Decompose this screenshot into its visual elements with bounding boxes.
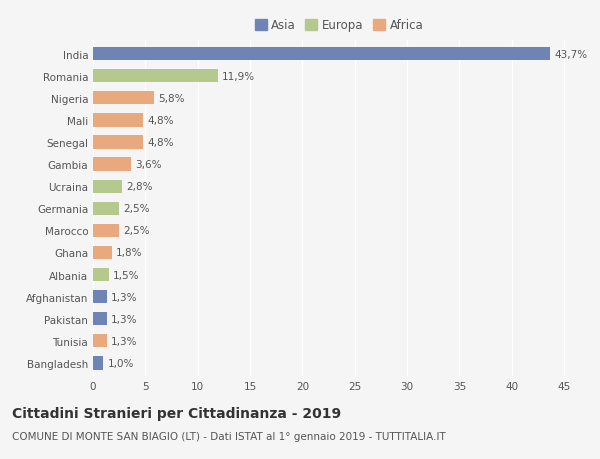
Text: 2,5%: 2,5% bbox=[124, 204, 150, 214]
Bar bbox=[93, 202, 119, 215]
Text: 2,5%: 2,5% bbox=[124, 226, 150, 236]
Text: 1,3%: 1,3% bbox=[111, 292, 137, 302]
Bar bbox=[93, 357, 103, 370]
Bar bbox=[93, 246, 112, 259]
Bar bbox=[93, 269, 109, 281]
Text: 5,8%: 5,8% bbox=[158, 94, 184, 104]
Text: 1,3%: 1,3% bbox=[111, 314, 137, 324]
Text: 1,0%: 1,0% bbox=[107, 358, 134, 368]
Bar bbox=[93, 313, 107, 326]
Bar bbox=[93, 180, 122, 193]
Bar bbox=[93, 92, 154, 105]
Bar bbox=[93, 224, 119, 237]
Bar bbox=[93, 335, 107, 348]
Text: 3,6%: 3,6% bbox=[135, 160, 161, 170]
Text: 1,8%: 1,8% bbox=[116, 248, 143, 258]
Bar bbox=[93, 136, 143, 149]
Text: 11,9%: 11,9% bbox=[222, 72, 255, 82]
Text: 2,8%: 2,8% bbox=[127, 182, 153, 192]
Bar bbox=[93, 114, 143, 127]
Bar bbox=[93, 158, 131, 171]
Legend: Asia, Europa, Africa: Asia, Europa, Africa bbox=[253, 17, 425, 35]
Text: 4,8%: 4,8% bbox=[148, 116, 174, 126]
Bar bbox=[93, 48, 550, 61]
Text: 1,3%: 1,3% bbox=[111, 336, 137, 346]
Text: Cittadini Stranieri per Cittadinanza - 2019: Cittadini Stranieri per Cittadinanza - 2… bbox=[12, 406, 341, 420]
Text: 1,5%: 1,5% bbox=[113, 270, 139, 280]
Text: 43,7%: 43,7% bbox=[554, 50, 588, 60]
Bar bbox=[93, 291, 107, 304]
Text: 4,8%: 4,8% bbox=[148, 138, 174, 148]
Text: COMUNE DI MONTE SAN BIAGIO (LT) - Dati ISTAT al 1° gennaio 2019 - TUTTITALIA.IT: COMUNE DI MONTE SAN BIAGIO (LT) - Dati I… bbox=[12, 431, 446, 442]
Bar bbox=[93, 70, 218, 83]
